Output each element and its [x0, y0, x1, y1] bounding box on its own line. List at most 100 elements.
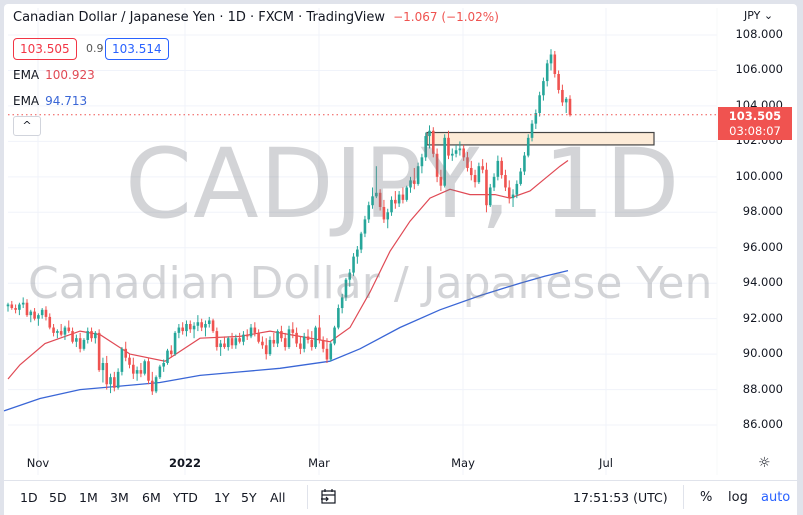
candle: [435, 148, 439, 183]
range-button-3m[interactable]: 3M: [110, 490, 129, 505]
candle: [443, 134, 446, 188]
candle: [473, 169, 477, 188]
chart-settings-icon[interactable]: ☼: [758, 455, 771, 471]
range-button-1m[interactable]: 1M: [79, 490, 98, 505]
auto-scale-toggle[interactable]: auto: [761, 490, 791, 505]
candle: [33, 308, 36, 321]
candle: [439, 169, 443, 192]
candle: [454, 144, 458, 158]
spread-value: 0.9: [86, 42, 104, 55]
candle: [59, 323, 63, 337]
price-change: −1.067 (−1.02%): [393, 10, 499, 24]
candle: [71, 327, 74, 344]
candle: [348, 269, 352, 287]
price-tick-label: 98.000: [742, 204, 783, 219]
price-tick-label: 108.000: [735, 27, 783, 41]
range-button-5y[interactable]: 5Y: [241, 490, 257, 505]
candle: [378, 189, 382, 211]
bar-countdown: 03:08:07: [729, 124, 781, 138]
candle: [280, 325, 283, 342]
candle: [542, 77, 545, 101]
buy-price-button[interactable]: 103.514: [105, 38, 169, 60]
candle: [504, 169, 507, 192]
candle: [386, 208, 390, 229]
candle: [101, 357, 105, 383]
divider: [307, 485, 308, 509]
calendar-goto-icon[interactable]: [320, 488, 338, 506]
candle: [143, 359, 147, 376]
candle: [150, 371, 154, 395]
candle: [557, 70, 560, 94]
candle: [105, 355, 109, 390]
candle: [94, 331, 97, 344]
candle: [352, 253, 355, 277]
candle: [534, 109, 538, 129]
candle: [158, 364, 162, 379]
sell-price-button[interactable]: 103.505: [13, 38, 77, 60]
candle: [223, 336, 226, 349]
candle: [538, 91, 541, 117]
log-scale-toggle[interactable]: log: [728, 490, 748, 505]
candle: [310, 331, 314, 351]
currency-selector[interactable]: JPY ⌄: [744, 9, 774, 22]
percent-scale-toggle[interactable]: %: [700, 490, 713, 505]
candle: [63, 325, 67, 340]
range-button-all[interactable]: All: [270, 490, 286, 505]
ema-value: 94.713: [45, 94, 88, 108]
candle: [291, 322, 295, 339]
candle: [67, 320, 71, 333]
candle: [507, 180, 511, 204]
candle: [207, 316, 211, 328]
candle: [147, 357, 150, 385]
candle: [192, 322, 196, 339]
ema-label: EMA: [13, 68, 40, 82]
candle: [14, 304, 17, 314]
candle: [561, 84, 564, 106]
candle: [568, 95, 572, 117]
candle: [230, 332, 234, 349]
range-button-6m[interactable]: 6M: [142, 490, 161, 505]
candle: [500, 157, 503, 179]
candle: [321, 336, 325, 353]
ema-legend-short[interactable]: EMA 100.923: [13, 68, 95, 82]
candle: [431, 127, 435, 158]
candle: [10, 300, 14, 310]
candle: [333, 325, 336, 346]
candle: [238, 332, 241, 344]
candle: [37, 313, 40, 326]
ema-legend-long[interactable]: EMA 94.713: [13, 94, 87, 108]
candle: [401, 187, 405, 204]
candle: [135, 366, 139, 381]
candle: [420, 153, 424, 174]
candle: [219, 339, 222, 356]
symbol-title[interactable]: Canadian Dollar / Japanese Yen · 1D · FX…: [13, 10, 385, 25]
range-button-ytd[interactable]: YTD: [173, 490, 198, 505]
collapse-legend-button[interactable]: ^: [13, 116, 41, 136]
candle: [177, 323, 181, 339]
utc-clock[interactable]: 17:51:53 (UTC): [573, 490, 668, 505]
chevron-up-icon: ^: [22, 119, 32, 132]
range-button-5d[interactable]: 5D: [49, 490, 67, 505]
candle: [166, 348, 169, 365]
range-button-1y[interactable]: 1Y: [214, 490, 230, 505]
time-tick-label: Mar: [308, 456, 330, 470]
candle: [413, 167, 416, 190]
candle: [249, 323, 253, 339]
candle: [523, 152, 526, 176]
candle: [428, 125, 431, 149]
candle: [132, 357, 135, 379]
candle: [496, 155, 500, 181]
candle: [466, 152, 469, 172]
candle: [485, 162, 488, 213]
chart-panel: [4, 4, 797, 514]
candle: [375, 166, 378, 199]
candle: [268, 336, 272, 356]
candle: [48, 313, 52, 330]
candle: [397, 191, 401, 207]
time-tick-label: Jul: [599, 456, 613, 470]
range-button-1d[interactable]: 1D: [20, 490, 38, 505]
candle: [382, 199, 386, 223]
candle: [416, 162, 420, 186]
candle: [120, 347, 124, 376]
